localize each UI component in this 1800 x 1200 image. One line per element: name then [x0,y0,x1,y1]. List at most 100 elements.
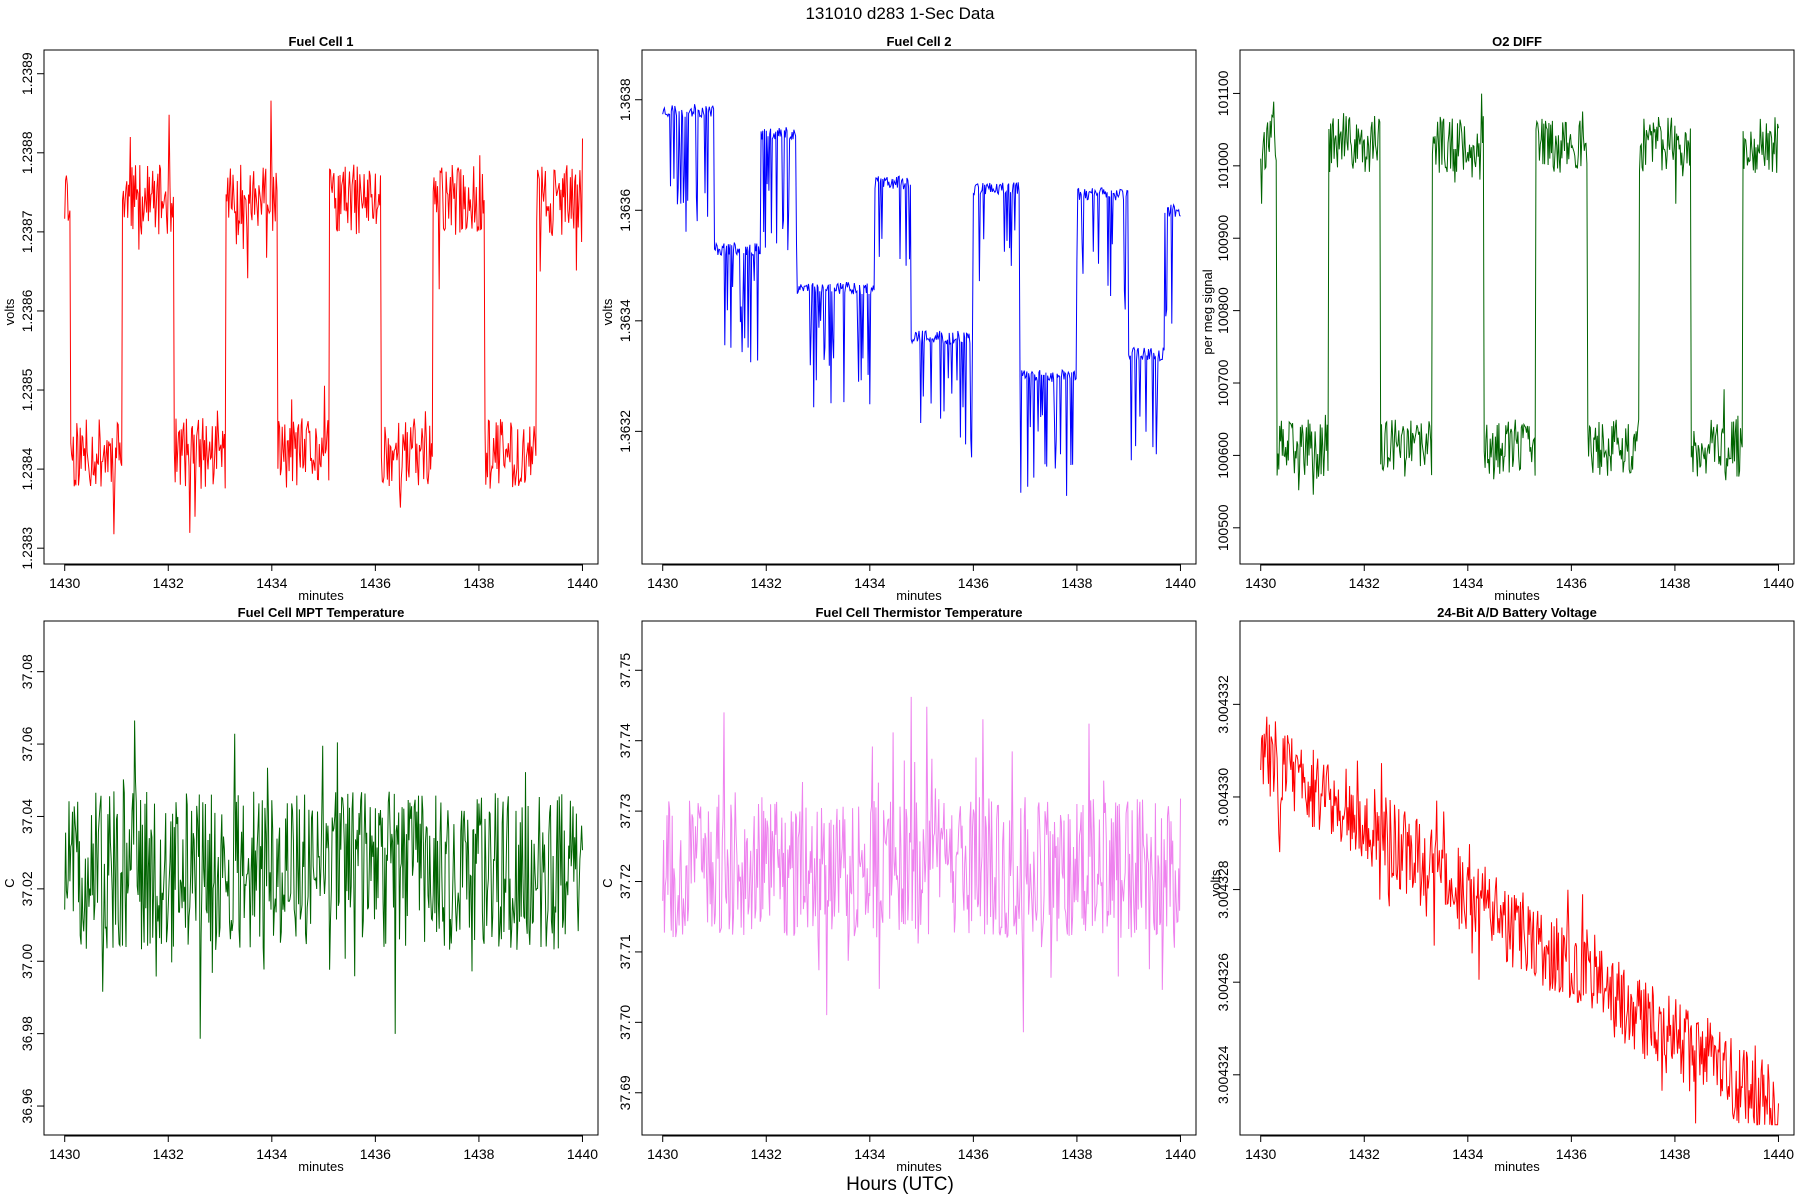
y-tick-label: 37.72 [617,864,633,899]
y-tick-label: 1.3636 [617,189,633,232]
plot-frame [43,620,599,1136]
x-tick-label: 1432 [751,575,782,591]
x-tick-label: 1430 [647,1146,678,1162]
series-line [662,696,1181,1033]
x-tick-label: 1434 [1452,1146,1483,1162]
y-tick-label: 37.04 [19,799,35,834]
plot-frame [43,49,599,565]
y-tick-label: 37.73 [617,793,633,828]
y-tick-label: 1.3634 [617,299,633,342]
series-line [662,104,1181,496]
y-tick-label: 37.70 [617,1005,633,1040]
y-tick-label: 101000 [1215,142,1231,189]
series-line [1260,93,1779,495]
x-tick-label: 1438 [1659,1146,1690,1162]
y-axis-label: volts [2,298,17,325]
y-axis-label: C [600,878,615,887]
plot-frame [641,49,1197,565]
y-tick-label: 36.98 [19,1016,35,1051]
panel-title: O2 DIFF [1492,34,1542,49]
y-tick-label: 37.08 [19,654,35,689]
y-tick-label: 1.2384 [19,447,35,490]
y-tick-label: 37.71 [617,934,633,969]
y-tick-label: 37.69 [617,1075,633,1110]
x-tick-label: 1440 [1165,1146,1196,1162]
x-tick-label: 1432 [153,575,184,591]
x-tick-label: 1438 [1061,1146,1092,1162]
x-tick-label: 1436 [1556,1146,1587,1162]
figure-title: 131010 d283 1-Sec Data [805,4,995,23]
x-tick-label: 1440 [1763,1146,1794,1162]
panel-title: 24-Bit A/D Battery Voltage [1437,605,1597,620]
y-tick-label: 36.96 [19,1088,35,1123]
y-tick-label: 100800 [1215,287,1231,334]
series-line [1260,716,1779,1126]
x-tick-label: 1438 [1061,575,1092,591]
x-tick-label: 1440 [1165,575,1196,591]
x-tick-label: 1440 [1763,575,1794,591]
y-tick-label: 1.2388 [19,131,35,174]
x-tick-label: 1434 [854,1146,885,1162]
x-tick-label: 1432 [751,1146,782,1162]
y-tick-label: 3.004324 [1215,1045,1231,1104]
y-tick-label: 100500 [1215,504,1231,551]
x-tick-label: 1434 [1452,575,1483,591]
x-tick-label: 1434 [256,1146,287,1162]
y-tick-label: 1.2387 [19,210,35,253]
y-tick-label: 3.004330 [1215,768,1231,827]
y-tick-label: 37.06 [19,726,35,761]
x-tick-label: 1430 [49,1146,80,1162]
y-tick-label: 37.74 [617,723,633,758]
y-tick-label: 1.2389 [19,52,35,95]
panel-title: Fuel Cell MPT Temperature [238,605,405,620]
x-tick-label: 1440 [567,575,598,591]
x-tick-label: 1438 [463,1146,494,1162]
y-tick-label: 1.2383 [19,527,35,570]
y-tick-label: 3.004328 [1215,860,1231,919]
y-tick-label: 100600 [1215,432,1231,479]
x-axis-label: minutes [896,588,942,603]
x-tick-label: 1432 [153,1146,184,1162]
x-axis-label: minutes [896,1159,942,1174]
y-tick-label: 100700 [1215,359,1231,406]
y-axis-label: volts [1208,869,1223,896]
y-axis-label: per meg signal [1200,269,1215,354]
x-tick-label: 1430 [49,575,80,591]
x-tick-label: 1436 [1556,575,1587,591]
x-tick-label: 1434 [256,575,287,591]
panel-title: Fuel Cell 2 [886,34,951,49]
x-tick-label: 1436 [360,575,391,591]
series-line [64,720,583,1039]
x-tick-label: 1438 [463,575,494,591]
y-tick-label: 3.004326 [1215,953,1231,1012]
x-tick-label: 1430 [1245,1146,1276,1162]
panel-title: Fuel Cell 1 [288,34,353,49]
panel-battery-voltage: 24-Bit A/D Battery Voltage minutes volts… [1208,605,1795,1174]
x-tick-label: 1436 [958,575,989,591]
y-tick-label: 1.3638 [617,78,633,121]
x-tick-label: 1440 [567,1146,598,1162]
panel-title: Fuel Cell Thermistor Temperature [815,605,1022,620]
y-tick-label: 3.004332 [1215,675,1231,734]
panel-fuel-cell-2: Fuel Cell 2 minutes volts 1430 1432 1434 14… [600,34,1197,603]
y-tick-label: 37.00 [19,944,35,979]
panel-fuel-cell-thermistor-temperature: Fuel Cell Thermistor Temperature minutes… [600,605,1197,1174]
x-axis-label: minutes [1494,588,1540,603]
series-line [64,100,583,535]
x-axis-label: minutes [298,588,344,603]
panel-fuel-cell-mpt-temperature: Fuel Cell MPT Temperature minutes C 1430… [2,605,599,1174]
y-axis-label: volts [600,298,615,325]
y-tick-label: 1.3632 [617,410,633,453]
y-tick-label: 1.2385 [19,368,35,411]
plot-frame [1239,49,1795,565]
y-tick-label: 100900 [1215,215,1231,262]
y-tick-label: 1.2386 [19,289,35,332]
x-tick-label: 1438 [1659,575,1690,591]
x-tick-label: 1436 [958,1146,989,1162]
plot-frame [641,620,1197,1136]
x-tick-label: 1430 [647,575,678,591]
y-axis-label: C [2,878,17,887]
x-tick-label: 1430 [1245,575,1276,591]
plot-frame [1239,620,1795,1136]
